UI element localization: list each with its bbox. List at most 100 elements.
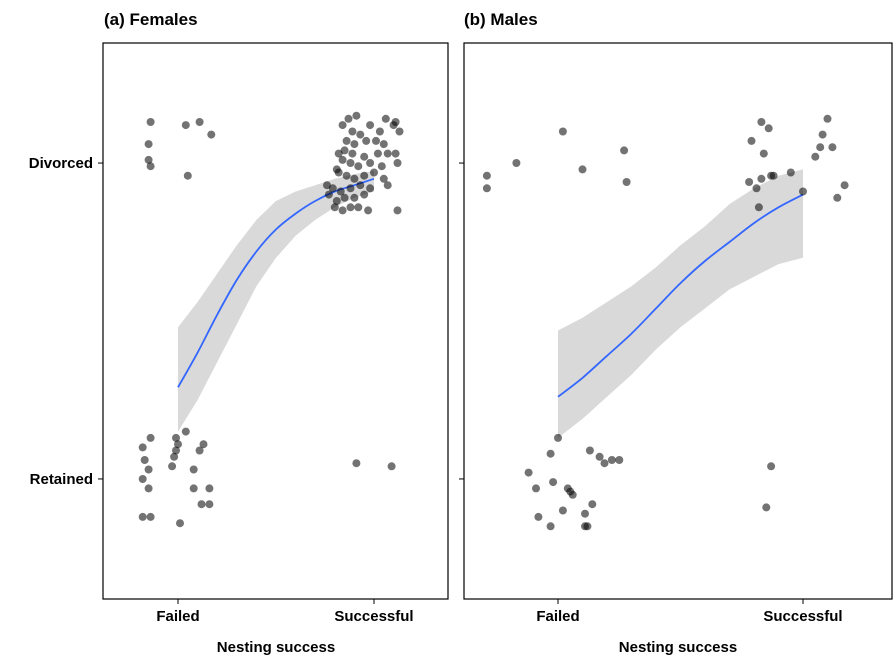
data-point [354,162,363,171]
data-point [754,203,763,212]
data-point [336,187,345,196]
data-point [189,484,198,493]
data-point [174,440,182,449]
data-point [595,452,604,461]
data-point [144,155,153,164]
panel-males: (b) Males Failed Successful Nesting succe… [459,10,893,656]
data-point [364,206,373,215]
data-point [328,184,337,193]
data-point [181,427,190,436]
data-point [512,159,521,167]
data-point [764,124,773,133]
data-point [370,168,378,177]
data-point [146,512,155,521]
data-point [324,190,333,199]
data-point [607,456,616,464]
data-point [346,184,355,193]
data-point [620,146,629,155]
data-point [393,206,402,215]
data-point [348,149,357,158]
data-point [818,130,827,139]
data-point [360,190,369,199]
data-point [600,459,609,468]
data-point [581,509,589,518]
data-point [745,178,754,186]
panel-title-males: (b) Males [464,10,538,29]
data-point [338,121,347,130]
data-point [332,197,341,205]
data-point [330,203,339,212]
data-point [578,165,587,174]
data-point [346,159,355,167]
data-point [205,484,214,493]
data-point [360,171,369,180]
data-point [172,433,180,442]
data-point [352,111,361,120]
plot-frame-males [463,42,893,600]
data-point [622,178,631,186]
data-point [366,121,375,130]
data-point [588,500,597,509]
data-point [554,433,562,442]
data-point [615,456,624,464]
data-point [393,159,402,167]
data-point [138,512,147,521]
data-point [391,118,400,126]
data-point [752,184,761,193]
data-point [823,114,832,123]
data-point [762,503,771,512]
data-point [757,118,766,126]
data-point [372,136,380,145]
x-tick-label: Failed [536,608,579,625]
data-point [391,149,400,158]
data-point [140,456,149,464]
data-point [340,146,349,155]
data-point [334,149,343,158]
data-point [138,443,147,452]
data-point [146,433,155,442]
data-point [524,468,533,477]
data-point [183,171,192,180]
y-tick-label: Divorced [29,155,93,172]
data-point [342,171,351,180]
data-point [360,152,369,161]
data-point [366,159,375,167]
data-point [375,127,384,136]
x-tick-label: Failed [156,608,199,625]
data-point [356,130,365,139]
data-point [558,127,567,136]
data-point [352,459,361,468]
data-point [482,171,491,180]
x-axis-label-females: Nesting success [217,639,335,656]
data-point [387,462,396,471]
data-point [199,440,208,449]
data-point [546,522,555,531]
data-point [350,193,359,202]
y-tick-label: Retained [30,471,93,488]
data-point [172,446,180,455]
data-point [348,127,357,136]
data-point [381,114,390,123]
plot-frame-females [102,42,449,600]
data-point [168,462,177,471]
panel-title-females: (a) Females [104,10,198,29]
x-tick-label: Successful [763,608,842,625]
data-point [769,171,778,180]
data-point [482,184,491,193]
data-point [558,506,567,515]
data-point [146,162,155,171]
data-point [338,155,347,164]
data-point [373,149,382,158]
data-point [799,187,807,196]
data-point [757,174,766,183]
data-point [350,174,359,183]
data-point [181,121,190,130]
data-point [546,449,555,458]
confidence-band-males [558,169,803,438]
data-point [354,203,363,212]
data-point [350,140,359,149]
data-point [207,130,216,139]
data-point [362,136,371,145]
data-point [138,475,147,483]
